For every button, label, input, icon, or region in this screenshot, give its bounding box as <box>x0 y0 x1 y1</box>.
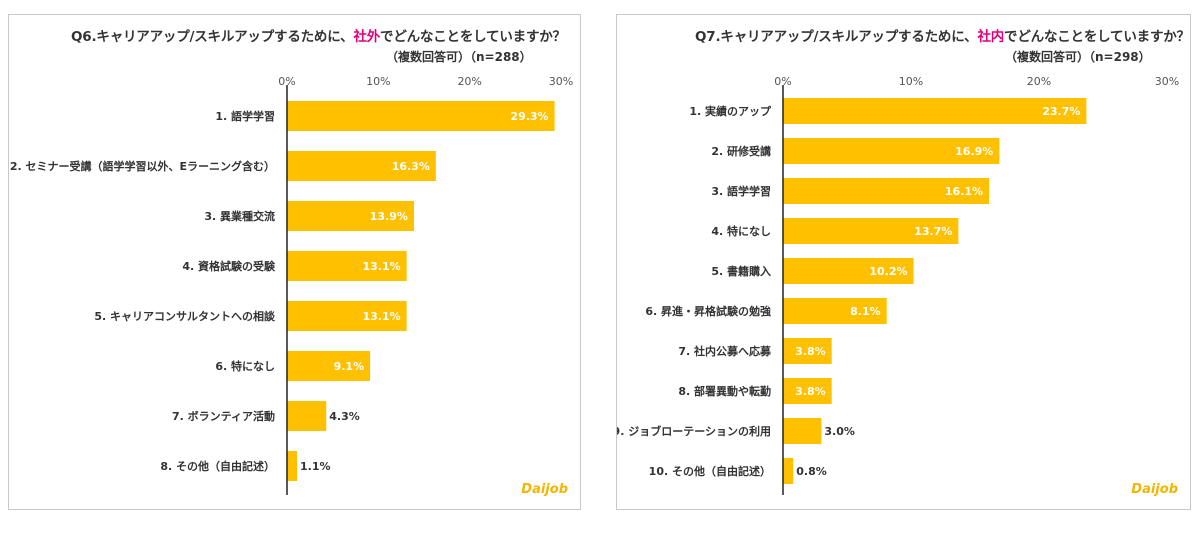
bar <box>783 458 794 484</box>
bar <box>287 451 298 481</box>
title-text: Q6.キャリアアップ/スキルアップするために、 <box>71 29 354 45</box>
category-label: 8. その他（自由記述） <box>160 459 275 473</box>
category-label: 7. 社内公募へ応募 <box>678 344 772 358</box>
data-label: 3.8% <box>795 385 826 398</box>
data-label: 16.9% <box>955 145 993 158</box>
daijob-logo: Daijob <box>521 482 568 497</box>
category-label: 8. 部署異動や転勤 <box>678 384 771 398</box>
bar <box>287 201 414 231</box>
x-tick-label: 30% <box>1155 75 1179 88</box>
data-label: 23.7% <box>1042 105 1080 118</box>
category-label: 4. 特になし <box>711 224 771 238</box>
bar <box>783 418 822 444</box>
category-label: 2. セミナー受講（語学学習以外、Eラーニング含む） <box>10 159 275 173</box>
bar <box>287 101 555 131</box>
bar <box>783 218 959 244</box>
category-label: 2. 研修受講 <box>711 144 771 158</box>
data-label: 3.8% <box>795 345 826 358</box>
bar <box>783 178 990 204</box>
bar <box>783 298 887 324</box>
bar <box>783 258 914 284</box>
data-label: 4.3% <box>329 410 360 423</box>
category-label: 7. ボランティア活動 <box>172 409 275 423</box>
bar <box>287 251 407 281</box>
bar <box>287 351 371 381</box>
category-label: 4. 資格試験の受験 <box>182 259 276 273</box>
data-label: 10.2% <box>869 265 907 278</box>
daijob-logo: Daijob <box>1131 482 1178 497</box>
data-label: 3.0% <box>824 425 855 438</box>
x-tick-label: 30% <box>549 75 573 88</box>
data-label: 13.1% <box>362 260 400 273</box>
data-label: 16.1% <box>945 185 983 198</box>
category-label: 5. キャリアコンサルタントへの相談 <box>94 309 276 323</box>
data-label: 8.1% <box>850 305 881 318</box>
data-label: 1.1% <box>300 460 331 473</box>
title-highlight: 社外 <box>353 29 381 45</box>
title-text-end: でどんなことをしていますか？ <box>380 29 566 45</box>
bar <box>783 98 1087 124</box>
data-label: 29.3% <box>510 110 548 123</box>
x-tick-label: 10% <box>899 75 923 88</box>
bar <box>287 301 407 331</box>
category-label: 1. 実績のアップ <box>689 104 772 118</box>
x-tick-label: 10% <box>366 75 390 88</box>
data-label: 9.1% <box>334 360 365 373</box>
category-label: 6. 特になし <box>215 359 275 373</box>
chart-subtitle: （複数回答可）（n=298） <box>1005 50 1151 64</box>
x-tick-label: 0% <box>774 75 791 88</box>
title-highlight: 社内 <box>977 29 1005 45</box>
bar <box>783 138 1000 164</box>
data-label: 13.7% <box>914 225 952 238</box>
bar <box>783 338 832 364</box>
bar-chart-q6: 0% 10% 20% 30% 1. 語学学習 29.3% 2. セミナー受講（語学学習以外、… <box>10 75 573 495</box>
category-label: 3. 異業種交流 <box>204 209 275 223</box>
category-label: 6. 昇進・昇格試験の勉強 <box>645 304 771 318</box>
category-label: 3. 語学学習 <box>711 184 771 198</box>
data-label: 13.9% <box>370 210 408 223</box>
chart-subtitle: （複数回答可）（n=288） <box>386 50 532 64</box>
data-label: 13.1% <box>362 310 400 323</box>
data-label: 0.8% <box>796 465 827 478</box>
x-tick-label: 0% <box>278 75 295 88</box>
bar-chart-q7: 0% 10% 20% 30% 1. 実績のアップ 23.7% 2. 研修受講 16.9% 3. … <box>617 75 1179 495</box>
data-label: 16.3% <box>392 160 430 173</box>
category-label: 10. その他（自由記述） <box>649 464 771 478</box>
chart-panel-q6: Q6.キャリアアップ/スキルアップするために、社外でどんなことをしていますか？ … <box>8 14 581 510</box>
x-tick-label: 20% <box>457 75 481 88</box>
x-tick-label: 20% <box>1027 75 1051 88</box>
bar <box>783 378 832 404</box>
chart-title: Q6.キャリアアップ/スキルアップするために、社外でどんなことをしていますか？ <box>71 25 566 45</box>
title-text-end: でどんなことをしていますか？ <box>1004 29 1190 45</box>
bar <box>287 151 436 181</box>
category-label: 5. 書籍購入 <box>711 264 771 278</box>
category-label: 9. ジョブローテーションの利用 <box>617 424 771 438</box>
bar <box>287 401 327 431</box>
chart-panel-q7: Q7.キャリアアップ/スキルアップするために、社内でどんなことをしていますか？ … <box>616 14 1191 510</box>
chart-title: Q7.キャリアアップ/スキルアップするために、社内でどんなことをしていますか？ <box>695 25 1190 45</box>
title-text: Q7.キャリアアップ/スキルアップするために、 <box>695 29 978 45</box>
category-label: 1. 語学学習 <box>215 109 275 123</box>
